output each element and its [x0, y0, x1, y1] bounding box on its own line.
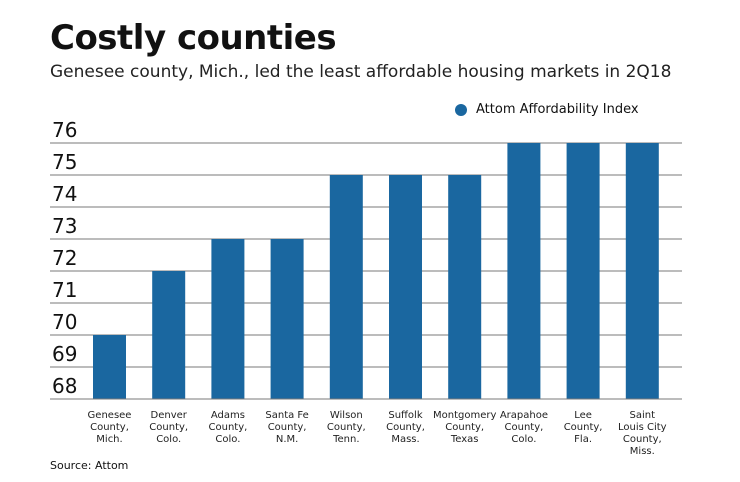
- x-tick-label: Santa Fe: [265, 410, 308, 421]
- x-tick-label: Fla.: [574, 434, 592, 445]
- x-tick-label: Colo.: [156, 434, 181, 445]
- y-tick-label: 69: [52, 342, 77, 366]
- x-tick-label: Miss.: [630, 446, 655, 457]
- y-tick-label: 71: [52, 278, 77, 302]
- x-tick-label: Texas: [450, 434, 479, 445]
- bar: [152, 271, 186, 399]
- x-tick-label: County,: [149, 422, 188, 433]
- x-tick-label: Saint: [630, 410, 656, 421]
- x-tick-label: Lee: [574, 410, 592, 421]
- bar: [389, 175, 422, 399]
- bar: [329, 175, 363, 399]
- x-tick-label: Denver: [151, 410, 188, 421]
- legend-label: Attom Affordability Index: [476, 102, 639, 117]
- x-tick-label: County,: [209, 422, 248, 433]
- bar: [625, 143, 659, 399]
- chart-title: Costly counties: [50, 18, 337, 58]
- y-tick-label: 75: [52, 150, 77, 174]
- y-tick-label: 72: [52, 246, 77, 270]
- x-tick-label: N.M.: [276, 434, 298, 445]
- bar: [566, 143, 600, 399]
- bar: [507, 143, 541, 399]
- x-tick-label: Wilson: [330, 410, 363, 421]
- x-tick-label: County,: [327, 422, 366, 433]
- x-tick-label: Mass.: [391, 434, 419, 445]
- x-tick-label: Arapahoe: [500, 410, 548, 421]
- source-note: Source: Attom: [50, 459, 129, 472]
- x-tick-label: Mich.: [96, 434, 122, 445]
- legend: Attom Affordability Index: [455, 102, 639, 117]
- x-tick-label: Tenn.: [332, 434, 359, 445]
- bar: [448, 175, 482, 399]
- x-tick-label: Genesee: [88, 410, 132, 421]
- y-tick-label: 76: [52, 118, 77, 142]
- x-tick-label: County,: [623, 434, 662, 445]
- y-tick-label: 74: [52, 182, 77, 206]
- y-tick-label: 68: [52, 374, 77, 398]
- x-tick-label: Colo.: [215, 434, 240, 445]
- chart-subtitle: Genesee county, Mich., led the least aff…: [50, 62, 672, 82]
- y-tick-label: 73: [52, 214, 77, 238]
- x-tick-label: County,: [268, 422, 307, 433]
- bar: [270, 239, 304, 399]
- x-tick-label: Suffolk: [388, 410, 422, 421]
- x-tick-label: County,: [445, 422, 484, 433]
- x-tick-label: Colo.: [511, 434, 536, 445]
- x-tick-label: County,: [564, 422, 603, 433]
- x-tick-label: County,: [505, 422, 544, 433]
- y-tick-label: 70: [52, 310, 77, 334]
- x-tick-label: County,: [90, 422, 129, 433]
- legend-marker: [455, 103, 467, 116]
- x-tick-label: County,: [386, 422, 425, 433]
- x-tick-label: Louis City: [618, 422, 667, 433]
- x-tick-label: Adams: [211, 410, 245, 421]
- bar: [93, 335, 126, 399]
- x-tick-label: Montgomery: [433, 410, 496, 421]
- bar: [211, 239, 245, 399]
